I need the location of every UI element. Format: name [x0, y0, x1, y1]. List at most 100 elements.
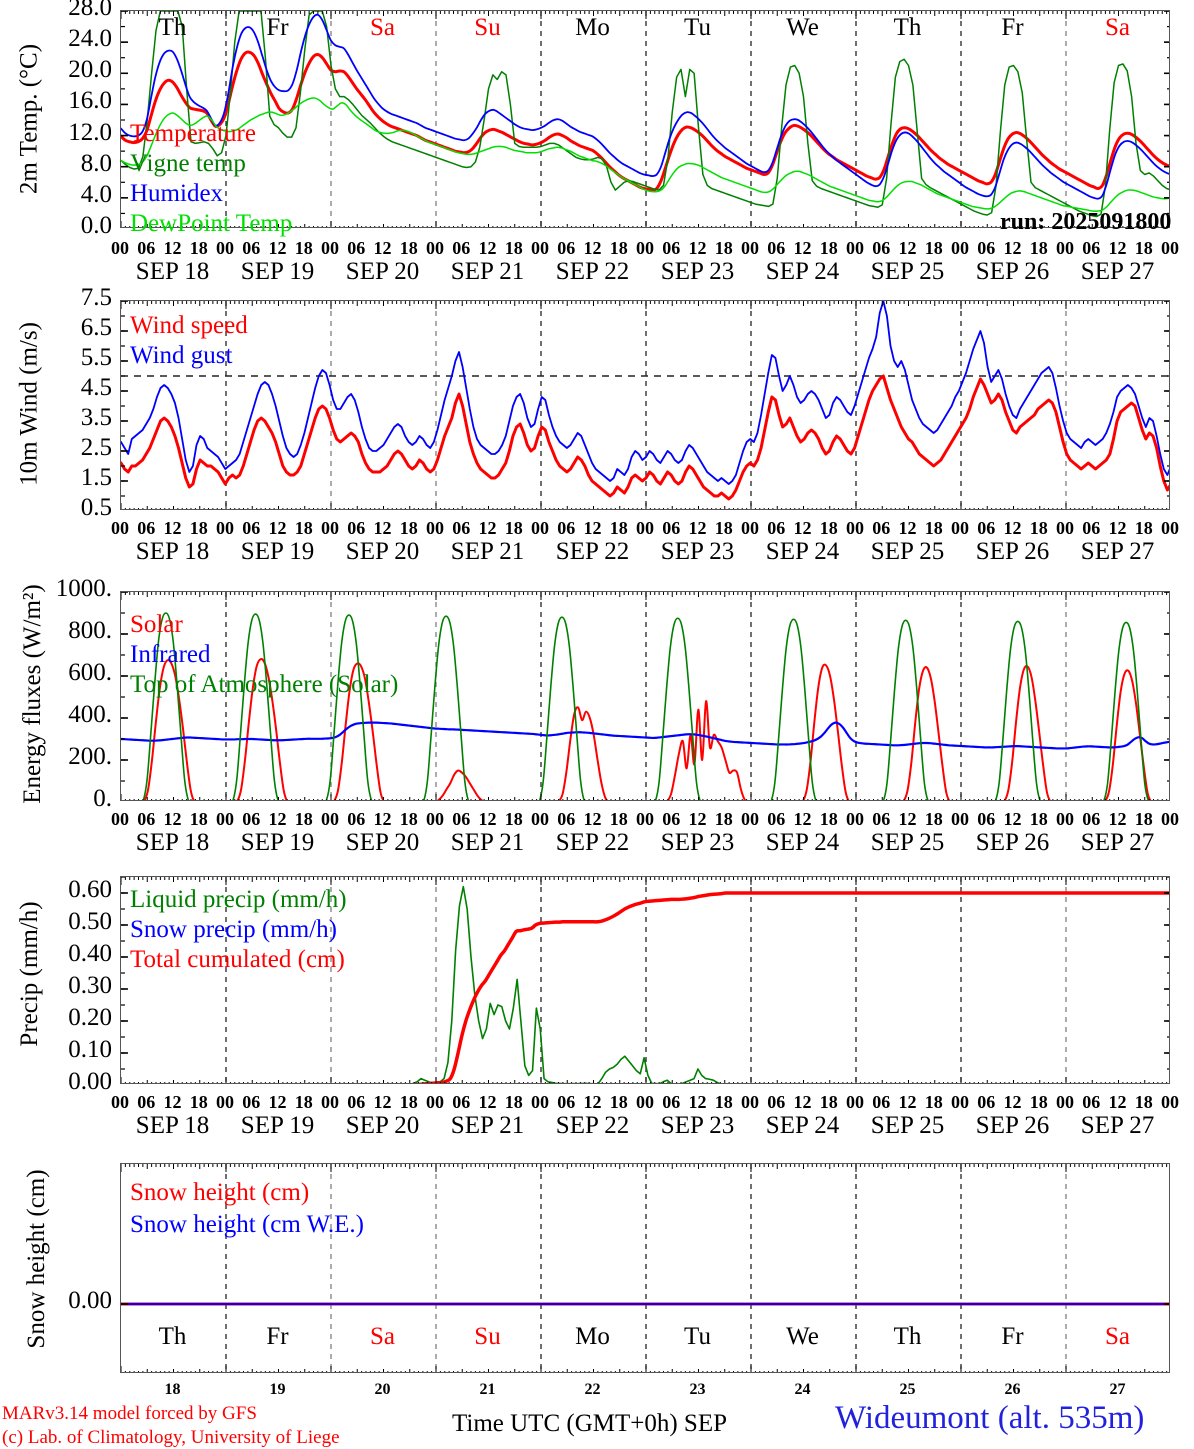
x-hour-label: 18 [819, 238, 838, 258]
x-hour-label: 00 [1056, 1092, 1074, 1112]
x-hour-label: 12 [898, 238, 917, 258]
x-hour-label: 06 [1082, 809, 1101, 829]
day-number-label: 26 [1004, 1381, 1021, 1398]
snow-y-axis-label: Snow height (cm) [23, 1169, 50, 1349]
x-hour-label: 06 [1082, 238, 1101, 258]
x-hour-label: 18 [819, 518, 838, 538]
x-date-label: SEP 19 [240, 538, 315, 565]
x-hour-label: 18 [1029, 809, 1048, 829]
x-date-label: SEP 19 [240, 829, 315, 856]
y-tick-label: 4.5 [80, 374, 112, 401]
x-hour-label: 12 [898, 809, 917, 829]
y-tick-label: 0.0 [80, 212, 112, 239]
x-hour-label: 00 [636, 518, 654, 538]
y-tick-label: 1.5 [80, 464, 112, 491]
x-hour-label: 00 [846, 809, 864, 829]
panel-temperature: 2m Temp. (°C) 0.0 4.0 8.0 12.0 16.0 20.0 24.0 2… [0, 0, 1194, 290]
x-date-label: SEP 20 [345, 1112, 420, 1139]
y-tick-label: 400. [68, 701, 112, 728]
x-hour-label: 00 [426, 518, 444, 538]
day-number-label: 19 [269, 1381, 286, 1398]
x-date-label: SEP 26 [975, 538, 1050, 565]
x-hour-label: 12 [583, 809, 602, 829]
weekday-label: Th [893, 14, 922, 41]
snow-plot-area [120, 1163, 1170, 1373]
x-hour-label: 18 [504, 238, 523, 258]
x-date-label: SEP 23 [660, 538, 735, 565]
x-hour-label: 18 [819, 1092, 838, 1112]
x-hour-label: 12 [1108, 809, 1127, 829]
x-hour-label: 06 [452, 238, 471, 258]
x-hour-label: 00 [636, 809, 654, 829]
x-hour-label: 00 [1056, 809, 1074, 829]
x-hour-label: 06 [977, 238, 996, 258]
x-hour-label: 12 [478, 238, 497, 258]
x-date-label: SEP 18 [135, 829, 210, 856]
x-hour-label: 06 [767, 809, 786, 829]
x-hour-label: 00 [111, 809, 129, 829]
x-hour-label: 18 [294, 238, 313, 258]
y-tick-label: 3.5 [80, 404, 112, 431]
x-hour-label: 12 [163, 518, 182, 538]
x-hour-label: 06 [767, 518, 786, 538]
x-hour-label: 18 [504, 809, 523, 829]
x-hour-label: 18 [714, 238, 733, 258]
x-date-label: SEP 19 [240, 258, 315, 285]
y-tick-label: 0.50 [68, 908, 112, 935]
x-date-label: SEP 21 [450, 829, 525, 856]
x-hour-label: 18 [189, 809, 208, 829]
x-hour-label: 18 [819, 809, 838, 829]
x-hour-label: 18 [294, 809, 313, 829]
x-date-label: SEP 23 [660, 1112, 735, 1139]
x-hour-label: 18 [609, 518, 628, 538]
wind-plot-area [120, 300, 1170, 510]
x-hour-label: 00 [111, 518, 129, 538]
precip-plot-area [120, 876, 1170, 1084]
x-date-label: SEP 22 [555, 538, 630, 565]
x-hour-label: 00 [426, 238, 444, 258]
x-hour-label: 06 [872, 1092, 891, 1112]
x-hour-label: 06 [557, 238, 576, 258]
day-number-label: 24 [794, 1381, 811, 1398]
x-hour-label: 12 [793, 809, 812, 829]
station-title: Wideumont (alt. 535m) [835, 1400, 1145, 1436]
x-hour-label: 06 [872, 238, 891, 258]
x-hour-label: 18 [294, 518, 313, 538]
x-hour-label: 12 [163, 238, 182, 258]
x-hour-label: 06 [242, 238, 261, 258]
x-hour-label: 12 [478, 518, 497, 538]
x-hour-label: 00 [951, 809, 969, 829]
x-hour-label: 18 [714, 1092, 733, 1112]
x-hour-label: 00 [846, 1092, 864, 1112]
x-hour-label: 06 [347, 518, 366, 538]
x-date-label: SEP 22 [555, 829, 630, 856]
x-hour-label: 18 [189, 518, 208, 538]
y-tick-label: 0.5 [80, 494, 112, 521]
weekday-label: Su [474, 1323, 501, 1350]
day-number-label: 21 [479, 1381, 496, 1398]
x-hour-label: 06 [767, 1092, 786, 1112]
footer-model-line: MARv3.14 model forced by GFS [2, 1403, 257, 1424]
weekday-label: We [786, 1323, 819, 1350]
x-hour-label: 18 [924, 809, 943, 829]
time-axis-label: Time UTC (GMT+0h) SEP [452, 1410, 728, 1437]
y-tick-label: 0. [93, 785, 112, 812]
x-date-label: SEP 24 [765, 829, 840, 856]
x-date-label: SEP 26 [975, 829, 1050, 856]
x-hour-label: 12 [1003, 518, 1022, 538]
x-date-label: SEP 23 [660, 829, 735, 856]
x-hour-label: 00 [1161, 518, 1179, 538]
x-hour-label: 00 [951, 238, 969, 258]
x-hour-label: 06 [347, 1092, 366, 1112]
x-hour-label: 00 [321, 809, 339, 829]
energy-plot-area [120, 591, 1170, 801]
y-tick-label: 600. [68, 659, 112, 686]
x-hour-label: 18 [924, 238, 943, 258]
x-hour-label: 00 [321, 518, 339, 538]
x-date-label: SEP 21 [450, 538, 525, 565]
x-hour-label: 12 [688, 518, 707, 538]
x-hour-label: 12 [1108, 518, 1127, 538]
weekday-label: We [786, 14, 819, 41]
x-date-label: SEP 26 [975, 258, 1050, 285]
x-hour-label: 00 [1161, 238, 1179, 258]
